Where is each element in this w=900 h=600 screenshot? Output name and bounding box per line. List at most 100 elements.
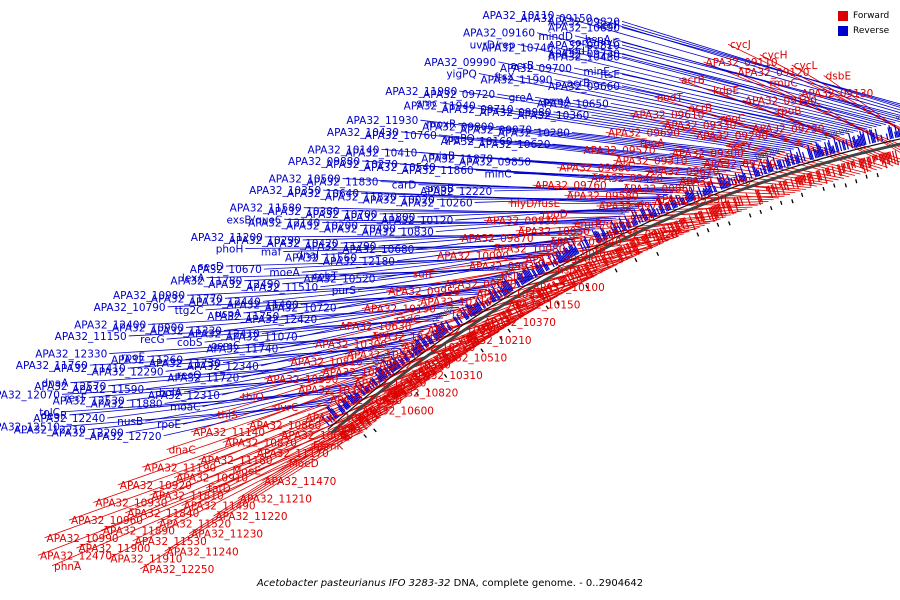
forward-gene-glyph [580,265,589,279]
reverse-gene-glyph [472,306,478,314]
forward-gene-glyph [410,374,418,384]
forward-gene-glyph [464,335,471,344]
gc-skew-dashes [363,173,879,438]
reverse-gene-glyph [680,197,685,205]
reverse-gene-glyph [851,136,856,148]
reverse-gene-glyph [696,191,701,199]
reverse-connector [478,73,826,141]
forward-gene-glyph [616,247,624,261]
forward-gene-glyph [408,375,416,386]
skew-dash [426,387,430,392]
reverse-gene-label: nodT [565,45,592,57]
reverse-gene-glyph [422,338,430,347]
forward-gene-label: APA32_10840 [330,395,402,407]
reverse-gene-glyph [627,219,633,228]
reverse-gene-glyph [473,304,480,313]
reverse-gene-label: APA32_11740 [206,343,278,355]
forward-gene-glyph [641,235,647,245]
reverse-gene-label: APA32_11070 [226,332,298,344]
reverse-gene-glyph [338,407,344,414]
reverse-connector [128,320,440,337]
reverse-gene-glyph [397,358,404,366]
forward-gene-glyph [667,224,674,238]
reverse-gene-glyph [539,266,544,274]
reverse-gene-glyph [797,147,804,163]
reverse-gene-glyph [784,156,789,167]
forward-gene-glyph [866,156,871,168]
forward-gene-glyph [640,236,644,242]
forward-gene-glyph [674,220,681,233]
reverse-gene-glyph [489,296,495,303]
reverse-gene-label: nusB [117,416,143,428]
reverse-connector [397,217,617,229]
forward-gene-glyph [852,160,856,169]
forward-gene-label: APA32_09950 [388,286,460,298]
forward-connector [100,402,399,531]
reverse-gene-glyph [444,320,453,331]
reverse-connector [187,281,500,296]
reverse-gene-glyph [752,162,758,177]
forward-gene-glyph [386,392,391,399]
reverse-gene-label: secF [596,19,620,31]
forward-gene-glyph [393,386,402,397]
forward-gene-label: rpoB [777,106,802,118]
skew-dash [556,301,560,306]
forward-gene-glyph [889,151,893,164]
forward-gene-glyph [717,203,724,219]
reverse-gene-glyph [369,381,375,388]
reverse-gene-label: APA32_11720 [167,372,239,384]
reverse-gene-glyph [342,399,350,409]
forward-gene-glyph [714,204,719,215]
reverse-gene-label: APA32_09160 [463,28,535,40]
reverse-gene-glyph [733,178,737,185]
forward-gene-glyph [569,271,575,279]
forward-gene-glyph [847,161,852,173]
forward-gene-glyph [625,243,633,257]
forward-gene-label: APA32_10370 [484,317,556,329]
forward-gene-glyph [754,189,761,206]
forward-gene-glyph [341,429,348,437]
forward-gene-label: APA32_10660 [281,430,353,442]
reverse-gene-glyph [461,307,470,319]
reverse-gene-glyph [631,210,639,225]
reverse-connector [61,404,331,427]
legend-label-forward: Forward [853,10,890,21]
reverse-gene-label: APA32_12400 [74,319,146,331]
skew-dash [656,251,660,257]
forward-gene-glyph [863,157,869,172]
reverse-gene-glyph [398,354,406,364]
forward-gene-label: dsbE [826,70,851,82]
reverse-connector [400,131,736,170]
reverse-connector [416,226,600,250]
reverse-connector [167,293,479,308]
reverse-gene-glyph [377,366,387,379]
reverse-gene-glyph [383,365,392,375]
forward-connector [93,385,421,503]
forward-gene-glyph [467,333,474,341]
forward-gene-glyph [574,268,583,282]
forward-gene-glyph [598,256,603,264]
reverse-gene-label: APA32_12340 [187,361,259,373]
forward-gene-glyph [438,353,448,366]
reverse-gene-glyph [609,225,616,236]
reverse-connector [223,301,468,331]
forward-gene-glyph [340,430,350,441]
reverse-gene-glyph [563,252,569,260]
reverse-connector [591,114,799,149]
forward-connector [215,321,514,415]
reverse-connector [516,76,831,139]
reverse-gene-glyph [824,142,829,155]
forward-gene-glyph [873,155,876,162]
reverse-gene-glyph [893,124,898,138]
reverse-gene-glyph [399,359,405,365]
reverse-gene-glyph [663,204,668,212]
reverse-gene-glyph [414,341,423,352]
forward-gene-glyph [711,205,718,219]
reverse-gene-glyph [501,283,509,294]
reverse-gene-glyph [639,208,647,222]
reverse-gene-glyph [718,173,725,189]
forward-gene-glyph [862,157,865,164]
forward-gene-label: APA32_10550 [379,360,451,372]
forward-gene-label: APA32_12250 [142,564,214,576]
forward-gene-glyph [505,309,513,320]
